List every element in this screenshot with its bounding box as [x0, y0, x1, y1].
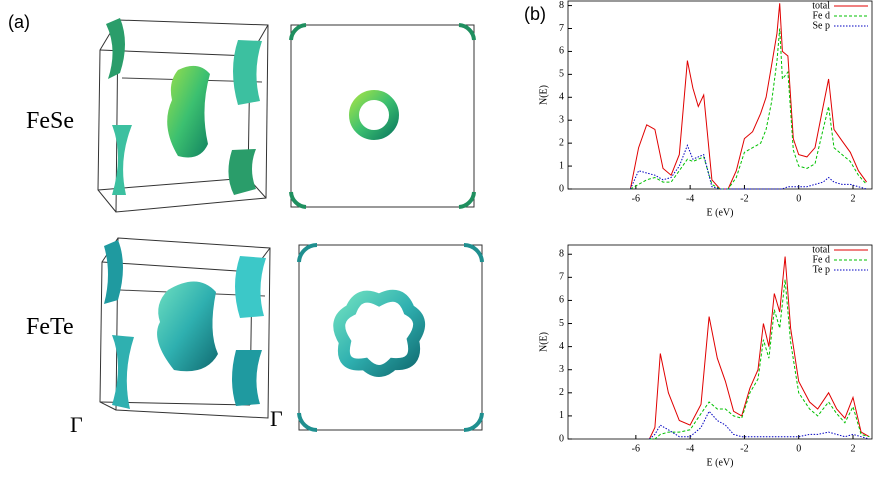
gamma-label: Γ: [270, 406, 283, 431]
x-tick-label: 0: [796, 193, 801, 204]
y-tick-label: 5: [559, 69, 564, 80]
x-tick-label: -6: [632, 443, 640, 454]
y-tick-label: 6: [559, 295, 564, 306]
y-tick-label: 1: [559, 410, 564, 421]
x-tick-label: -4: [686, 443, 694, 454]
panel-label: (b): [524, 4, 546, 24]
series-line: [630, 3, 866, 189]
y-tick-label: 4: [559, 92, 564, 103]
panel-label: (a): [8, 12, 30, 32]
x-tick-label: 2: [851, 193, 856, 204]
y-axis-label: N(E): [538, 85, 549, 105]
figure: (a) FeSe FeTe Γ Γ (b) 0 1 2 3 4 5 6 7 8 -6 -4 -2 0 2 E…: [0, 0, 875, 483]
x-tick-label: 2: [851, 443, 856, 454]
x-tick-label: -2: [740, 443, 748, 454]
fermi-surface-2d-fete: [299, 245, 482, 430]
y-tick-label: 5: [559, 318, 564, 329]
fermi-surface-2d-fese: [291, 25, 474, 207]
y-tick-label: 7: [559, 272, 564, 283]
x-axis-label: E (eV): [707, 207, 734, 218]
x-axis-label: E (eV): [707, 457, 734, 468]
y-tick-label: 8: [559, 0, 564, 11]
y-tick-label: 4: [559, 341, 564, 352]
y-tick-label: 0: [559, 433, 564, 444]
series-line: [630, 145, 866, 189]
legend-label: Se p: [813, 20, 831, 31]
y-tick-label: 8: [559, 249, 564, 260]
gamma-label: Γ: [70, 412, 83, 437]
y-tick-label: 7: [559, 23, 564, 34]
series-line: [649, 411, 869, 439]
series-line: [649, 257, 869, 440]
y-tick-label: 2: [559, 137, 564, 148]
x-tick-label: -6: [632, 193, 640, 204]
y-axis-label: N(E): [538, 332, 549, 352]
row-label: FeSe: [26, 108, 74, 134]
legend-label: Te p: [813, 264, 830, 275]
x-tick-label: 0: [796, 443, 801, 454]
x-tick-label: -4: [686, 193, 694, 204]
y-tick-label: 3: [559, 364, 564, 375]
y-tick-label: 0: [559, 183, 564, 194]
series-line: [630, 29, 866, 190]
x-tick-label: -2: [740, 193, 748, 204]
fermi-surface-3d-fete: [100, 238, 270, 418]
y-tick-label: 6: [559, 46, 564, 57]
y-tick-label: 3: [559, 115, 564, 126]
y-tick-label: 2: [559, 387, 564, 398]
fermi-surface-3d-fese: [98, 18, 268, 212]
y-tick-label: 1: [559, 160, 564, 171]
row-label: FeTe: [26, 314, 74, 340]
